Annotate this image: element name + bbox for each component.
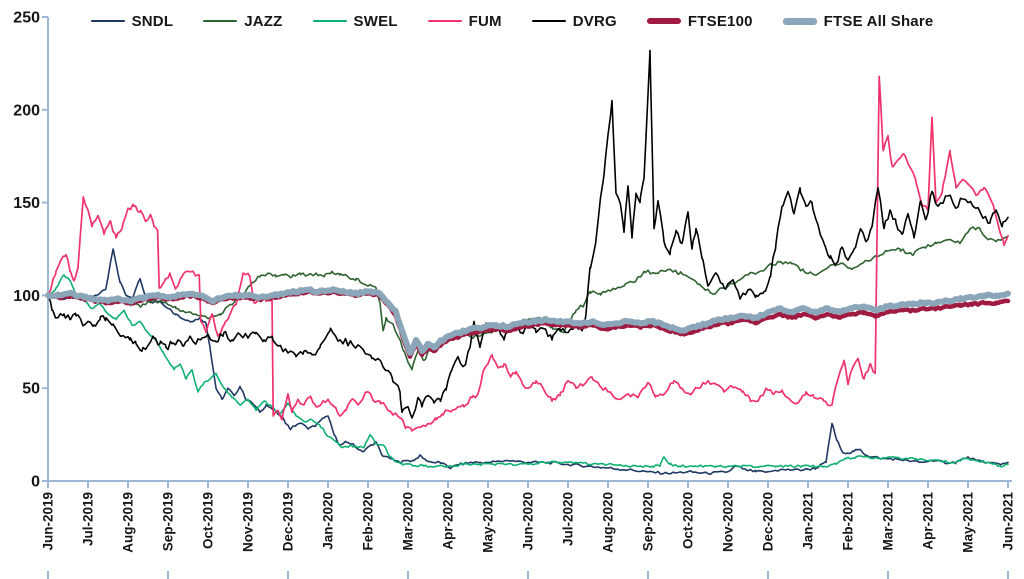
legend-marker-ftse-all-share	[782, 17, 817, 25]
y-tick-label: 0	[31, 474, 40, 491]
series-line-fum	[47, 75, 1009, 432]
x-tick-label: Aug-2019	[121, 492, 136, 553]
x-tick-label: Nov-2019	[241, 492, 256, 552]
legend-marker-swel	[312, 19, 347, 23]
legend-item-ftse100: FTSE100	[646, 12, 753, 30]
x-tick-label: Aug-2020	[601, 492, 616, 553]
x-tick-label: Dec-2019	[281, 492, 296, 551]
legend-marker-fum	[427, 19, 462, 23]
legend: SNDL JAZZ SWEL FUM DVRG FTSE100 FTSE All Share	[0, 8, 1024, 34]
legend-item-fum: FUM	[427, 12, 502, 30]
legend-marker-dvrg	[531, 19, 566, 23]
legend-label: SNDL	[131, 12, 174, 30]
legend-label: FTSE100	[687, 12, 753, 30]
legend-item-dvrg: DVRG	[531, 12, 617, 30]
x-tick-label: Feb-2020	[361, 492, 376, 551]
x-tick-label: May-2020	[481, 492, 496, 553]
x-tick-label: Mar-2020	[401, 492, 416, 551]
x-tick-label: Sep-2020	[641, 492, 656, 551]
x-tick-label: Apr-2021	[921, 492, 936, 550]
y-tick-label: 250	[13, 10, 40, 27]
legend-label: FTSE All Share	[823, 12, 934, 30]
x-tick-label: Jan-2021	[801, 492, 816, 550]
legend-label: SWEL	[353, 12, 398, 30]
x-tick-label: Oct-2020	[681, 492, 696, 549]
legend-item-sndl: SNDL	[90, 12, 174, 30]
legend-marker-sndl	[90, 19, 125, 23]
legend-marker-ftse100	[646, 18, 681, 24]
x-tick-label: Jun-2020	[521, 492, 536, 551]
series-line-ftse-all-share	[45, 286, 1011, 356]
series-line-dvrg	[47, 49, 1009, 419]
series-line-swel	[47, 274, 1009, 468]
series-line-sndl	[47, 248, 1009, 476]
x-tick-label: Mar-2021	[881, 492, 896, 551]
x-tick-label: Apr-2020	[441, 492, 456, 550]
legend-item-swel: SWEL	[312, 12, 398, 30]
x-tick-label: Jun-2021	[1001, 492, 1016, 551]
y-tick-label: 100	[13, 288, 40, 305]
y-tick-label: 50	[22, 381, 40, 398]
legend-marker-jazz	[203, 19, 238, 23]
legend-item-ftse-all-share: FTSE All Share	[782, 12, 934, 30]
x-tick-label: Jan-2020	[321, 492, 336, 550]
legend-label: DVRG	[572, 12, 617, 30]
x-tick-label: Dec-2020	[761, 492, 776, 551]
x-tick-label: Feb-2021	[841, 492, 856, 551]
x-tick-label: Nov-2020	[721, 492, 736, 552]
legend-label: FUM	[468, 12, 502, 30]
x-tick-label: Jul-2020	[561, 492, 576, 546]
x-tick-label: Jul-2019	[81, 492, 96, 546]
x-tick-label: Oct-2019	[201, 492, 216, 549]
x-tick-label: Sep-2019	[161, 492, 176, 551]
x-tick-label: Jun-2019	[41, 492, 56, 551]
y-tick-label: 200	[13, 102, 40, 119]
legend-label: JAZZ	[244, 12, 283, 30]
x-tick-label: May-2021	[961, 492, 976, 553]
y-tick-label: 150	[13, 195, 40, 212]
legend-item-jazz: JAZZ	[203, 13, 282, 30]
